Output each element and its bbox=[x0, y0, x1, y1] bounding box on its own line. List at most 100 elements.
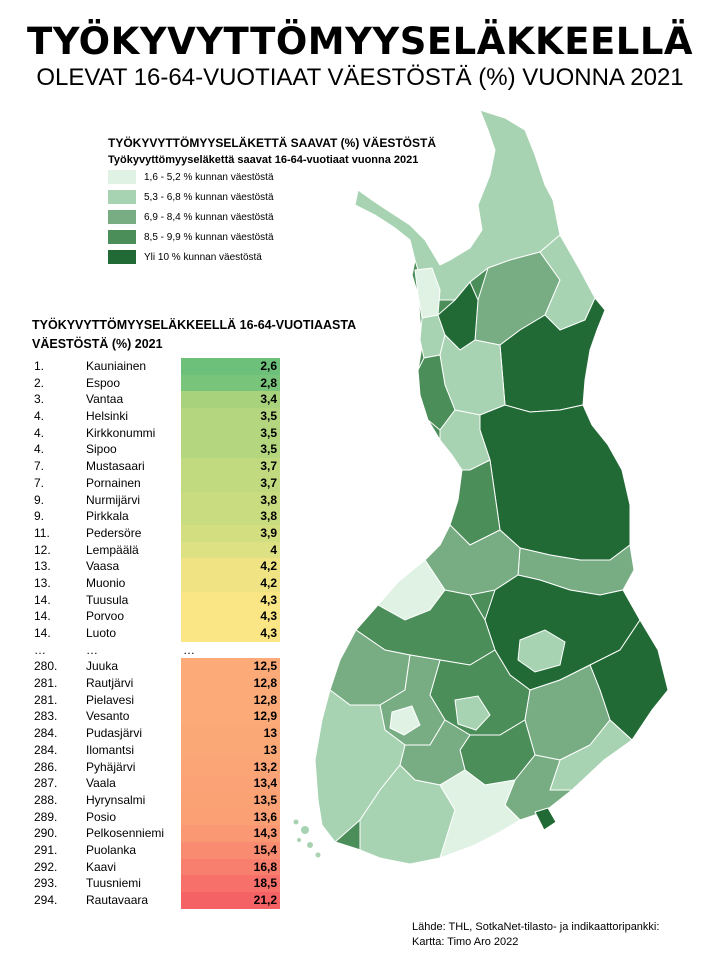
legend-item: Yli 10 % kunnan väestöstä bbox=[108, 248, 498, 266]
percentage-value: 3,7 bbox=[181, 458, 280, 475]
legend-subtitle: Työkyvyttömyyseläkettä saavat 16-64-vuot… bbox=[108, 154, 419, 166]
source-note: Lähde: THL, SotkaNet-tilasto- ja indikaa… bbox=[412, 920, 659, 950]
ranking-position: 14. bbox=[34, 609, 51, 624]
archipelago bbox=[293, 819, 321, 858]
ranking-title: TYÖKYVYTTÖMYYSELÄKKEELLÄ 16-64-VUOTIAAST… bbox=[32, 316, 392, 354]
ranking-position: 294. bbox=[34, 893, 58, 907]
ranking-position: 13. bbox=[34, 559, 51, 574]
ranking-row: 4. Helsinki 3,5 bbox=[32, 408, 282, 425]
legend-swatch bbox=[108, 250, 136, 264]
ranking-row: 13. Vaasa 4,2 bbox=[32, 558, 282, 575]
percentage-value: 2,8 bbox=[181, 374, 280, 392]
municipality-name: Pelkosenniemi bbox=[86, 826, 165, 841]
legend-label: Yli 10 % kunnan väestöstä bbox=[144, 251, 262, 263]
ranking-row: 3. Vantaa 3,4 bbox=[32, 391, 282, 409]
percentage-value: 3,9 bbox=[181, 524, 280, 542]
ranking-row: 294. Rautavaara 21,2 bbox=[32, 892, 282, 909]
percentage-value: 12,8 bbox=[181, 691, 280, 709]
percentage-value: 12,9 bbox=[181, 708, 280, 726]
municipality-name: Sipoo bbox=[86, 442, 117, 457]
ranking-position: 281. bbox=[34, 676, 58, 691]
percentage-value: 15,4 bbox=[181, 841, 280, 859]
percentage-value: 4,3 bbox=[181, 591, 280, 609]
ranking-position: 11. bbox=[34, 525, 50, 540]
percentage-value: 3,8 bbox=[181, 508, 280, 525]
region-jyvaskyla bbox=[454, 695, 491, 731]
region-kotka-coast bbox=[534, 807, 557, 831]
legend-item: 5,3 - 6,8 % kunnan väestöstä bbox=[108, 188, 498, 206]
ranking-position: 4. bbox=[34, 409, 45, 424]
municipality-name: Pyhäjärvi bbox=[86, 759, 136, 774]
ranking-position: 290. bbox=[34, 826, 58, 841]
percentage-value: 3,5 bbox=[181, 441, 280, 459]
ranking-row: 283. Vesanto 12,9 bbox=[32, 708, 282, 726]
ranking-row: 11. Pedersöre 3,9 bbox=[32, 524, 282, 542]
percentage-value: 4,2 bbox=[181, 574, 280, 592]
ranking-row: 287. Vaala 13,4 bbox=[32, 775, 282, 792]
source-line: Lähde: THL, SotkaNet-tilasto- ja indikaa… bbox=[412, 921, 660, 933]
percentage-value: 13,2 bbox=[181, 758, 280, 776]
percentage-value: 3,5 bbox=[181, 408, 280, 425]
municipality-name: Luoto bbox=[86, 626, 117, 640]
ranking-row: 4. Sipoo 3,5 bbox=[32, 441, 282, 459]
municipality-name: Muonio bbox=[86, 575, 126, 590]
municipality-name: Vaala bbox=[86, 776, 116, 791]
percentage-value: 13,6 bbox=[181, 808, 280, 826]
ranking-row: 286. Pyhäjärvi 13,2 bbox=[32, 758, 282, 776]
ranking-position: 14. bbox=[34, 626, 51, 640]
ranking-row: 1. Kauniainen 2,6 bbox=[32, 358, 282, 375]
percentage-value: 16,8 bbox=[181, 858, 280, 876]
municipality-name: Hyrynsalmi bbox=[86, 792, 146, 807]
legend-swatch bbox=[108, 190, 136, 204]
percentage-value: 4 bbox=[181, 541, 280, 559]
legend-title: TYÖKYVYTTÖMYYSELÄKETTÄ SAAVAT (%) VÄESTÖ… bbox=[108, 136, 437, 150]
ranking-position: 280. bbox=[34, 659, 58, 674]
municipality-name: Lempäälä bbox=[86, 542, 139, 557]
percentage-value: 13 bbox=[181, 725, 280, 742]
ranking-row: 12. Lempäälä 4 bbox=[32, 541, 282, 559]
map-legend: TYÖKYVYTTÖMYYSELÄKETTÄ SAAVAT (%) VÄESTÖ… bbox=[108, 136, 498, 266]
ranking-position: 288. bbox=[34, 792, 58, 807]
legend-label: 1,6 - 5,2 % kunnan väestöstä bbox=[144, 171, 274, 183]
legend-label: 6,9 - 8,4 % kunnan väestöstä bbox=[144, 211, 274, 223]
legend-item: 8,5 - 9,9 % kunnan väestöstä bbox=[108, 228, 498, 246]
percentage-value: 2,6 bbox=[181, 358, 280, 375]
ranking-position: 3. bbox=[34, 392, 45, 407]
legend-label: 5,3 - 6,8 % kunnan väestöstä bbox=[144, 191, 274, 203]
municipality-name: Tuusula bbox=[86, 592, 129, 607]
ranking-row: 9. Pirkkala 3,8 bbox=[32, 508, 282, 525]
ranking-position: 1. bbox=[34, 359, 45, 373]
municipality-name: Helsinki bbox=[86, 409, 129, 424]
legend-swatch bbox=[108, 210, 136, 224]
ranking-row: 281. Rautjärvi 12,8 bbox=[32, 675, 282, 692]
ranking-position: 7. bbox=[34, 475, 45, 490]
legend-label: 8,5 - 9,9 % kunnan väestöstä bbox=[144, 231, 274, 243]
ranking-position: … bbox=[34, 642, 46, 657]
ranking-position: 284. bbox=[34, 726, 58, 741]
ranking-row: 293. Tuusniemi 18,5 bbox=[32, 875, 282, 892]
ranking-row: 284. Pudasjärvi 13 bbox=[32, 725, 282, 742]
ranking-position: 284. bbox=[34, 742, 58, 757]
ranking-position: 7. bbox=[34, 459, 45, 474]
municipality-name: Pornainen bbox=[86, 475, 141, 490]
ranking-position: 292. bbox=[34, 859, 58, 874]
percentage-value: 4,2 bbox=[181, 558, 280, 575]
ranking-table: 1. Kauniainen 2,6 2. Espoo 2,8 3. Vantaa 3,4 4. He… bbox=[32, 358, 282, 909]
ranking-row: 292. Kaavi 16,8 bbox=[32, 858, 282, 876]
percentage-value: 13,4 bbox=[181, 775, 280, 792]
ranking-row: 14. Luoto 4,3 bbox=[32, 625, 282, 642]
ranking-position: 289. bbox=[34, 809, 58, 824]
ranking-row: 9. Nurmijärvi 3,8 bbox=[32, 491, 282, 509]
region-tampere bbox=[389, 705, 421, 736]
ranking-position: 286. bbox=[34, 759, 58, 774]
ranking-title-line1: TYÖKYVYTTÖMYYSELÄKKEELLÄ 16-64-VUOTIAAST… bbox=[32, 318, 357, 332]
percentage-value: 4,3 bbox=[181, 625, 280, 642]
municipality-name: Pudasjärvi bbox=[86, 726, 143, 741]
ranking-position: 13. bbox=[34, 575, 51, 590]
ranking-position: 4. bbox=[34, 442, 45, 457]
ranking-row: 7. Pornainen 3,7 bbox=[32, 474, 282, 492]
municipality-name: Pedersöre bbox=[86, 525, 142, 540]
ranking-row: 13. Muonio 4,2 bbox=[32, 574, 282, 592]
percentage-value: 3,7 bbox=[181, 474, 280, 492]
ranking-row: 280. Juuka 12,5 bbox=[32, 658, 282, 676]
